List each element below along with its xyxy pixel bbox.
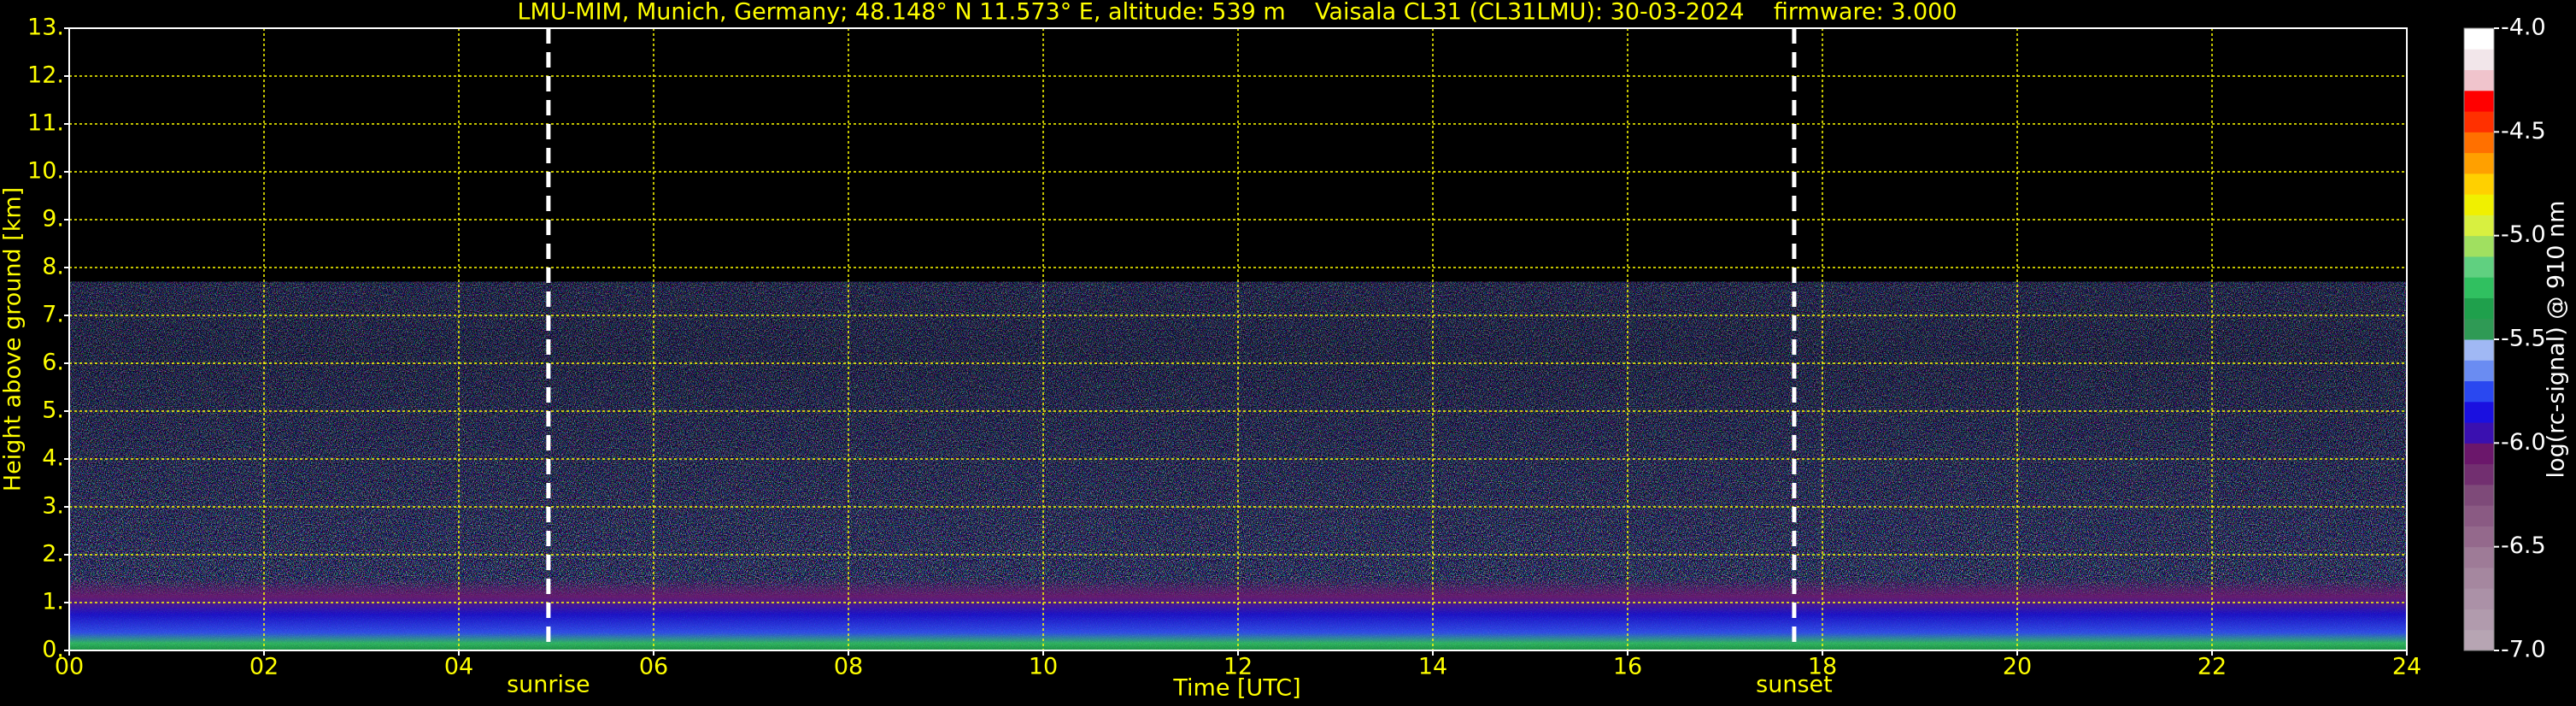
y-tick-label: 13.	[27, 15, 64, 41]
colorbar-tick-label: -7.0	[2501, 637, 2546, 663]
colorbar-swatch	[2464, 401, 2494, 423]
colorbar-swatch	[2464, 28, 2494, 50]
x-tick-label: 20	[2003, 654, 2032, 680]
colorbar-tick-label: -6.5	[2501, 532, 2546, 559]
x-tick-label: 16	[1613, 654, 1642, 680]
x-tick-label: 08	[834, 654, 863, 680]
x-axis-label: Time [UTC]	[1172, 675, 1300, 702]
y-tick-label: 9.	[42, 206, 64, 232]
colorbar-swatch	[2464, 546, 2494, 568]
colorbar-swatch	[2464, 215, 2494, 237]
colorbar-swatch	[2464, 339, 2494, 361]
x-tick-label: 12	[1223, 654, 1253, 680]
colorbar-swatch	[2464, 49, 2494, 71]
x-tick-label: 06	[639, 654, 668, 680]
colorbar-tick-label: -5.0	[2501, 221, 2546, 248]
y-axis-label: Height above ground [km]	[0, 187, 26, 491]
y-tick-label: 3.	[42, 493, 64, 520]
colorbar-swatch	[2464, 505, 2494, 527]
colorbar-swatch	[2464, 132, 2494, 154]
colorbar-swatch	[2464, 277, 2494, 298]
x-tick-label: 02	[249, 654, 279, 680]
colorbar-swatch	[2464, 152, 2494, 174]
x-tick-label: 04	[444, 654, 473, 680]
colorbar-swatch	[2464, 173, 2494, 195]
colorbar-swatch	[2464, 422, 2494, 444]
colorbar-swatch	[2464, 69, 2494, 91]
x-tick-label: 00	[55, 654, 84, 680]
plot-frame	[68, 27, 2408, 651]
colorbar-swatch	[2464, 235, 2494, 257]
y-tick-label: 6.	[42, 350, 64, 376]
colorbar-swatch	[2464, 567, 2494, 589]
y-tick-label: 1.	[42, 589, 64, 615]
y-tick-label: 5.	[42, 397, 64, 424]
colorbar-swatch	[2464, 588, 2494, 609]
colorbar-swatch	[2464, 463, 2494, 485]
colorbar-swatch	[2464, 318, 2494, 340]
y-tick-label: 10.	[27, 158, 64, 185]
colorbar-tick-label: -4.0	[2501, 15, 2546, 41]
colorbar-swatch	[2464, 297, 2494, 320]
chart-title: LMU-MIM, Munich, Germany; 48.148° N 11.5…	[517, 0, 1957, 26]
colorbar-swatch	[2464, 111, 2494, 132]
colorbar-swatch	[2464, 380, 2494, 403]
x-tick-label: 24	[2392, 654, 2421, 680]
colorbar-swatch	[2464, 256, 2494, 278]
y-tick-label: 12.	[27, 62, 64, 89]
colorbar-swatch	[2464, 90, 2494, 112]
colorbar-tick-label: -6.0	[2501, 429, 2546, 456]
colorbar-swatch	[2464, 360, 2494, 382]
colorbar-label: log(rc-signal) @ 910 nm	[2544, 201, 2570, 479]
y-tick-label: 8.	[42, 254, 64, 280]
colorbar-tick-label: -5.5	[2501, 326, 2546, 352]
colorbar-swatch	[2464, 484, 2494, 506]
colorbar-swatch	[2464, 443, 2494, 465]
x-tick-label: 14	[1418, 654, 1447, 680]
event-label: sunrise	[507, 672, 590, 698]
colorbar-swatch	[2464, 629, 2494, 651]
colorbar-swatch	[2464, 526, 2494, 548]
y-tick-label: 11.	[27, 110, 64, 137]
x-tick-label: 22	[2198, 654, 2227, 680]
colorbar-tick-label: -4.5	[2501, 118, 2546, 144]
x-tick-label: 18	[1808, 654, 1837, 680]
x-tick-label: 10	[1029, 654, 1058, 680]
event-label: sunset	[1756, 672, 1833, 698]
colorbar-swatch	[2464, 609, 2494, 631]
y-tick-label: 2.	[42, 541, 64, 568]
y-tick-label: 7.	[42, 302, 64, 328]
colorbar-swatch	[2464, 194, 2494, 215]
y-tick-label: 0.	[42, 637, 64, 663]
y-tick-label: 4.	[42, 445, 64, 472]
